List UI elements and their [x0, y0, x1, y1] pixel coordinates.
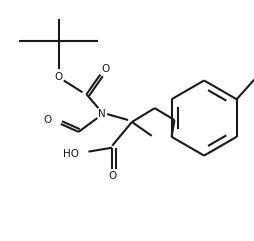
Text: O: O [54, 72, 63, 81]
Text: O: O [101, 64, 109, 74]
Text: O: O [108, 171, 116, 181]
Text: HO: HO [62, 149, 78, 159]
Text: N: N [98, 109, 106, 119]
Text: O: O [44, 115, 52, 125]
